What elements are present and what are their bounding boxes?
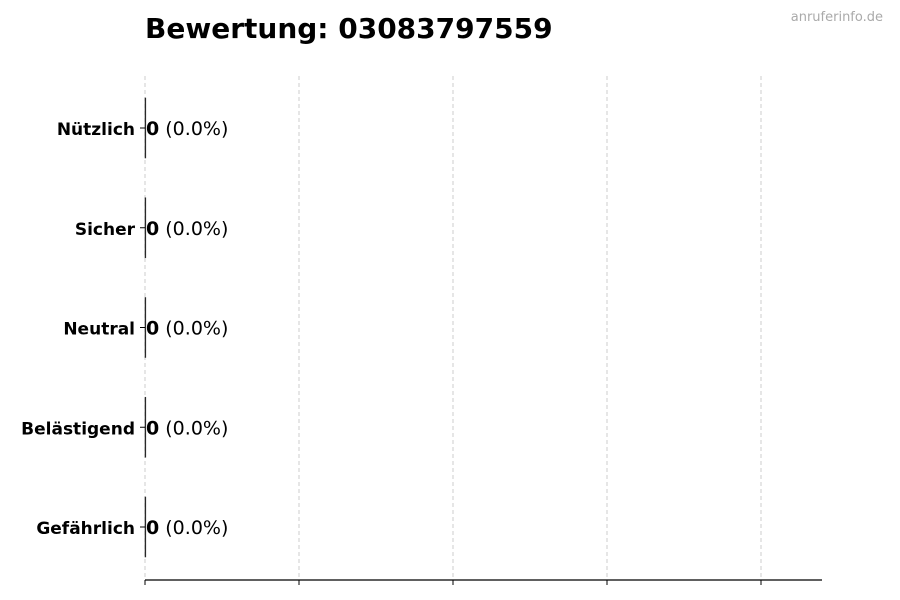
category-label: Sicher — [75, 220, 136, 240]
value-label: 0 (0.0%) — [146, 118, 228, 140]
category-label: Gefährlich — [36, 519, 135, 539]
value-label: 0 (0.0%) — [146, 318, 228, 340]
value-count: 0 — [146, 218, 159, 240]
category-label: Neutral — [63, 320, 135, 340]
value-count: 0 — [146, 417, 159, 439]
watermark: anruferinfo.de — [790, 10, 883, 25]
value-label: 0 (0.0%) — [146, 218, 228, 240]
value-count: 0 — [146, 318, 159, 340]
value-percent: (0.0%) — [159, 318, 228, 340]
value-percent: (0.0%) — [159, 118, 228, 140]
value-label: 0 (0.0%) — [146, 417, 228, 439]
category-label: Nützlich — [57, 120, 135, 140]
category-label: Belästigend — [21, 419, 135, 439]
value-percent: (0.0%) — [159, 218, 228, 240]
value-percent: (0.0%) — [159, 417, 228, 439]
value-count: 0 — [146, 118, 159, 140]
chart-title: Bewertung: 03083797559 — [145, 12, 553, 45]
value-label: 0 (0.0%) — [146, 517, 228, 539]
value-count: 0 — [146, 517, 159, 539]
value-percent: (0.0%) — [159, 517, 228, 539]
